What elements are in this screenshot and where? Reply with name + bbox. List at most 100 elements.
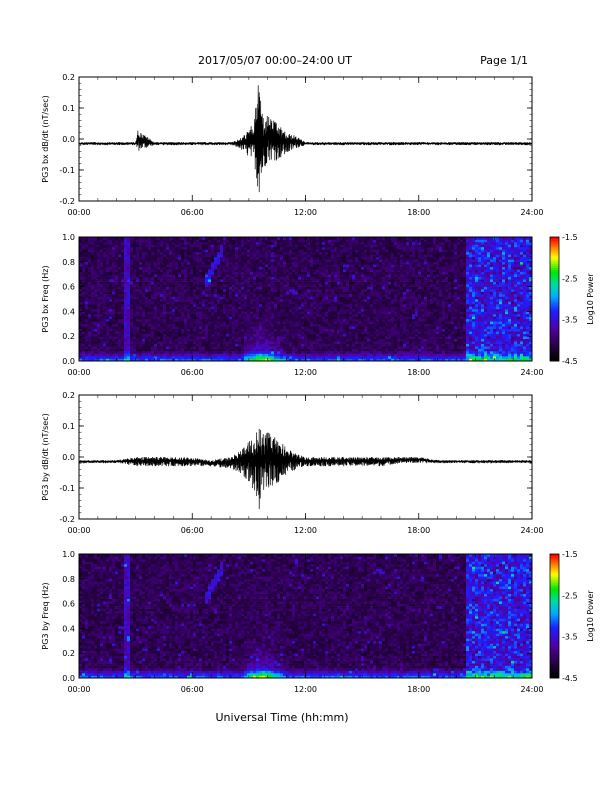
spectrogram-cell <box>322 256 326 260</box>
spectrogram-cell <box>217 256 221 260</box>
spectrogram-cell <box>289 328 293 332</box>
spectrogram-cell <box>256 346 260 349</box>
spectrogram-cell <box>175 284 179 287</box>
spectrogram-cell <box>157 316 161 320</box>
spectrogram-cell <box>247 326 251 330</box>
spectrogram-cell <box>172 299 176 302</box>
spectrogram-cell <box>292 313 296 317</box>
spectrogram-cell <box>265 333 269 337</box>
spectrogram-cell <box>277 276 281 280</box>
spectrogram-cell <box>244 244 248 248</box>
spectrogram-cell <box>109 308 113 312</box>
spectrogram-cell <box>331 328 335 332</box>
spectrogram-cell <box>193 261 197 265</box>
spectrogram-cell <box>229 353 233 357</box>
spectrogram-cell <box>367 346 371 349</box>
spectrogram-cell <box>82 294 86 297</box>
spectrogram-cell <box>94 299 98 302</box>
spectrogram-cell <box>271 303 275 307</box>
spectrogram-cell <box>298 338 302 342</box>
spectrogram-cell <box>82 346 86 349</box>
spectrogram-cell <box>154 306 158 310</box>
spectrogram-cell <box>88 291 92 295</box>
spectrogram-cell <box>265 323 269 327</box>
spectrogram-cell <box>292 323 296 327</box>
spectrogram-cell <box>274 299 278 302</box>
spectrogram-cell <box>223 237 227 240</box>
spectrogram-cell <box>118 237 122 240</box>
spectrogram-cell <box>295 353 299 357</box>
spectrogram-cell <box>349 259 353 263</box>
spectrogram-cell <box>145 313 149 317</box>
spectrogram-cell <box>271 281 275 285</box>
spectrogram-cell <box>163 266 167 270</box>
spectrogram-cell <box>256 316 260 320</box>
spectrogram-cell <box>202 296 206 300</box>
spectrogram-cell <box>88 358 92 362</box>
spectrogram-cell <box>139 284 143 287</box>
spectrogram-cell <box>298 346 302 349</box>
spectrogram-cell <box>232 276 236 280</box>
spectrogram-cell <box>274 343 278 347</box>
spectrogram-cell <box>160 358 164 362</box>
spectrogram-cell <box>265 311 269 315</box>
spectrogram-cell <box>139 259 143 263</box>
spectrogram-cell <box>130 333 134 337</box>
spectrogram-cell <box>184 343 188 347</box>
spectrogram-cell <box>268 316 272 320</box>
spectrogram-cell <box>172 294 176 297</box>
spectrogram-cell <box>199 338 203 342</box>
spectrogram-cell <box>166 241 170 245</box>
spectrogram-cell <box>325 353 329 357</box>
spectrogram-cell <box>256 336 260 339</box>
spectrogram-cell <box>115 318 119 322</box>
spectrogram-cell <box>316 301 320 305</box>
spectrogram-cell <box>256 321 260 325</box>
spectrogram-cell <box>145 321 149 325</box>
spectrogram-cell <box>313 244 317 248</box>
spectrogram-cell <box>169 343 173 347</box>
spectrogram-cell <box>109 266 113 270</box>
spectrogram-cell <box>265 301 269 305</box>
spectrogram-cell <box>292 244 296 248</box>
spectrogram-cell <box>139 264 143 268</box>
spectrogram-cell <box>184 281 188 285</box>
spectrogram-cell <box>82 323 86 327</box>
spectrogram-cell <box>217 264 221 268</box>
spectrogram-cell <box>190 353 194 357</box>
spectrogram-cell <box>352 237 356 240</box>
spectrogram-cell <box>289 241 293 245</box>
spectrogram-cell <box>88 353 92 357</box>
spectrogram-cell <box>307 256 311 260</box>
spectrogram-cell <box>310 316 314 320</box>
spectrogram-cell <box>313 264 317 268</box>
spectrogram-cell <box>223 321 227 325</box>
spectrogram-cell <box>238 336 242 339</box>
spectrogram-cell <box>313 346 317 349</box>
spectrogram-cell <box>151 251 155 255</box>
spectrogram-cell <box>259 269 263 273</box>
spectrogram-cell <box>85 281 89 285</box>
spectrogram-cell <box>280 249 284 253</box>
spectrogram-cell <box>79 289 83 292</box>
spectrogram-cell <box>259 336 263 339</box>
spectrogram-cell <box>217 341 221 344</box>
spectrogram-cell <box>304 244 308 248</box>
spectrogram-cell <box>127 249 131 253</box>
spectrogram-cell <box>103 264 107 268</box>
spectrogram-cell <box>184 313 188 317</box>
spectrogram-cell <box>367 311 371 315</box>
spectrogram-cell <box>184 346 188 349</box>
spectrogram-cell <box>121 308 125 312</box>
spectrogram-cell <box>283 351 287 354</box>
spectrogram-cell <box>340 269 344 273</box>
spectrogram-cell <box>313 336 317 339</box>
spectrogram-cell <box>169 259 173 263</box>
spectrogram-cell <box>349 299 353 302</box>
spectrogram-cell <box>349 266 353 270</box>
spectrogram-cell <box>361 333 365 337</box>
spectrogram-cell <box>148 286 152 290</box>
spectrogram-cell <box>310 289 314 292</box>
spectrogram-cell <box>148 256 152 260</box>
spectrogram-cell <box>82 338 86 342</box>
